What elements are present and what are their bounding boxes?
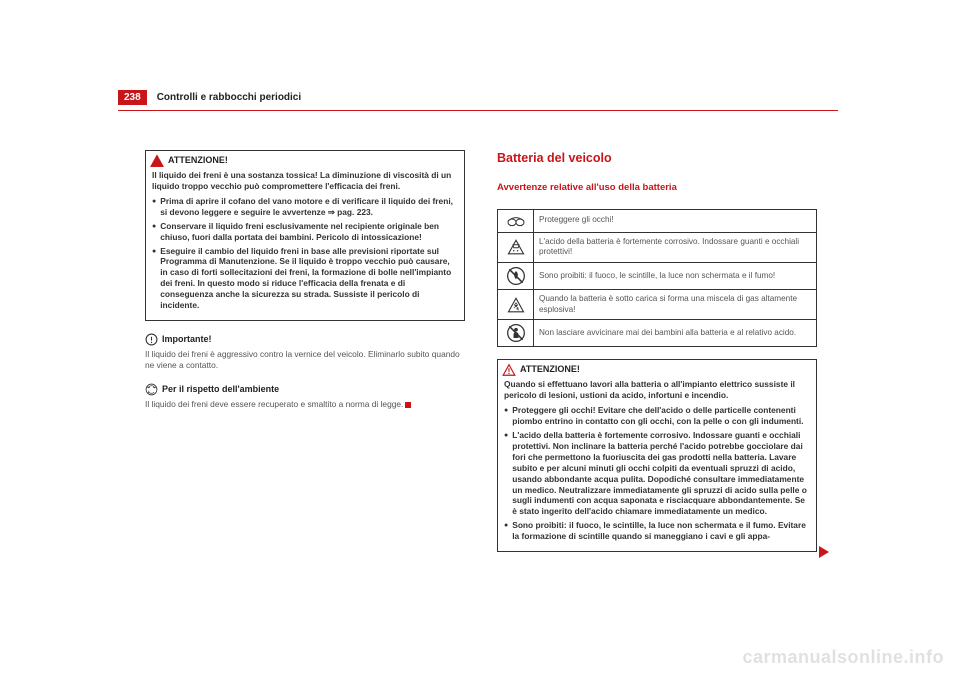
warning-bullet: Eseguire il cambio del liquido freni in …: [152, 246, 458, 312]
environment-text-span: Il liquido dei freni deve essere recuper…: [145, 399, 403, 409]
warning-header: ATTENZIONE!: [498, 360, 816, 379]
warning-label: ATTENZIONE!: [520, 364, 580, 376]
explosion-icon: [498, 289, 534, 319]
important-text: Il liquido dei freni è aggressivo contro…: [145, 349, 465, 371]
table-row: Non lasciare avvicinare mai dei bambini …: [498, 320, 817, 347]
warning-bullet: Sono proibiti: il fuoco, le scintille, l…: [504, 520, 810, 542]
environment-label: Per il rispetto dell'ambiente: [162, 384, 279, 396]
warning-text: Quando si effettuano lavori alla batteri…: [504, 379, 810, 401]
page: 238 Controlli e rabbocchi periodici ATTE…: [0, 0, 960, 678]
bullet-text: Conservare il liquido freni esclusivamen…: [160, 221, 458, 243]
bullet-text: Eseguire il cambio del liquido freni in …: [160, 246, 458, 312]
left-column: ATTENZIONE! Il liquido dei freni è una s…: [145, 150, 465, 562]
table-cell-text: Proteggere gli occhi!: [534, 209, 817, 232]
header-rule: [118, 110, 838, 111]
goggles-icon: [498, 209, 534, 232]
bullet-text: Prima di aprire il cofano del vano motor…: [160, 196, 458, 218]
environment-head: Per il rispetto dell'ambiente: [145, 383, 465, 396]
important-head: Importante!: [145, 333, 465, 346]
no-children-icon: [498, 320, 534, 347]
corrosive-icon: [498, 232, 534, 262]
right-column: Batteria del veicolo Avvertenze relative…: [497, 150, 817, 562]
table-cell-text: L'acido della batteria è fortemente corr…: [534, 232, 817, 262]
warning-triangle-icon: [150, 154, 164, 168]
table-cell-text: Quando la batteria è sotto carica si for…: [534, 289, 817, 319]
columns: ATTENZIONE! Il liquido dei freni è una s…: [145, 150, 820, 562]
table-row: L'acido della batteria è fortemente corr…: [498, 232, 817, 262]
bullet-text: Sono proibiti: il fuoco, le scintille, l…: [512, 520, 810, 542]
warning-bullet: Prima di aprire il cofano del vano motor…: [152, 196, 458, 218]
warning-label: ATTENZIONE!: [168, 155, 228, 167]
warning-box: ATTENZIONE! Il liquido dei freni è una s…: [145, 150, 465, 321]
header: 238 Controlli e rabbocchi periodici: [118, 90, 838, 105]
watermark: carmanualsonline.info: [742, 647, 944, 668]
environment-text: Il liquido dei freni deve essere recuper…: [145, 399, 465, 410]
warning-bullet: L'acido della batteria è fortemente corr…: [504, 430, 810, 517]
important-label: Importante!: [162, 334, 212, 346]
battery-warning-table: Proteggere gli occhi! L'acido della batt…: [497, 209, 817, 348]
end-marker-icon: [405, 402, 411, 408]
info-circle-icon: [145, 333, 158, 346]
warning-text: Il liquido dei freni è una sostanza toss…: [152, 170, 458, 192]
continue-arrow-icon: [819, 546, 829, 558]
no-fire-icon: [498, 262, 534, 289]
table-cell-text: Non lasciare avvicinare mai dei bambini …: [534, 320, 817, 347]
bullet-text: Proteggere gli occhi! Evitare che dell'a…: [512, 405, 810, 427]
page-number: 238: [118, 90, 147, 105]
warning-header: ATTENZIONE!: [146, 151, 464, 170]
table-row: Quando la batteria è sotto carica si for…: [498, 289, 817, 319]
warning-bullet: Conservare il liquido freni esclusivamen…: [152, 221, 458, 243]
warning-body: Il liquido dei freni è una sostanza toss…: [146, 170, 464, 320]
subheading-warnings: Avvertenze relative all'uso della batter…: [497, 182, 817, 194]
warning-body: Quando si effettuano lavori alla batteri…: [498, 379, 816, 551]
table-cell-text: Sono proibiti: il fuoco, le scintille, l…: [534, 262, 817, 289]
table-row: Sono proibiti: il fuoco, le scintille, l…: [498, 262, 817, 289]
recycle-icon: [145, 383, 158, 396]
bullet-text: L'acido della batteria è fortemente corr…: [512, 430, 810, 517]
warning-triangle-icon: [502, 363, 516, 377]
section-title: Controlli e rabbocchi periodici: [157, 92, 301, 103]
heading-battery: Batteria del veicolo: [497, 150, 817, 166]
warning-bullet: Proteggere gli occhi! Evitare che dell'a…: [504, 405, 810, 427]
warning-box: ATTENZIONE! Quando si effettuano lavori …: [497, 359, 817, 552]
table-row: Proteggere gli occhi!: [498, 209, 817, 232]
